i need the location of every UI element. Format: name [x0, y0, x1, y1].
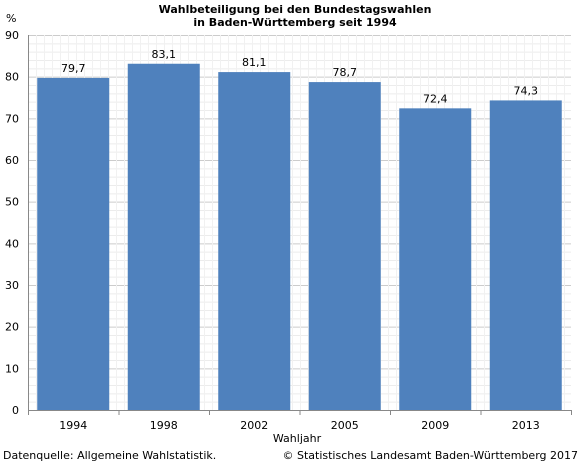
bar-2013 — [489, 100, 562, 411]
data-label-2005: 78,7 — [333, 66, 358, 79]
source-note: Datenquelle: Allgemeine Wahlstatistik. — [3, 449, 216, 462]
axes — [28, 35, 572, 415]
data-label-2009: 72,4 — [423, 92, 448, 105]
gridlines — [28, 35, 571, 411]
x-tick-label-2009: 2009 — [421, 419, 449, 432]
bar-2005 — [308, 82, 381, 410]
bar-2002 — [218, 72, 291, 410]
y-tick-label-80: 80 — [5, 71, 19, 84]
x-tick-label-1998: 1998 — [150, 419, 178, 432]
chart-title-line1: Wahlbeteiligung bei den Bundestagswahlen — [159, 3, 432, 16]
bar-1998 — [127, 63, 200, 410]
y-tick-labels: 0 10 20 30 40 50 60 70 80 90 — [5, 29, 19, 417]
y-tick-label-30: 30 — [5, 279, 19, 292]
y-tick-label-10: 10 — [5, 362, 19, 375]
bars — [37, 63, 562, 411]
x-axis-label: Wahljahr — [273, 432, 322, 445]
y-tick-label-60: 60 — [5, 154, 19, 167]
bar-1994 — [37, 77, 110, 411]
bar-2009 — [399, 108, 472, 410]
data-label-2013: 74,3 — [514, 84, 539, 97]
data-label-1998: 83,1 — [152, 48, 177, 61]
y-tick-label-20: 20 — [5, 321, 19, 334]
x-tick-label-2013: 2013 — [512, 419, 540, 432]
y-tick-label-70: 70 — [5, 112, 19, 125]
x-tick-label-2002: 2002 — [240, 419, 268, 432]
y-tick-label-0: 0 — [12, 404, 19, 417]
x-tick-label-2005: 2005 — [331, 419, 359, 432]
x-tick-label-1994: 1994 — [59, 419, 87, 432]
copyright-note: © Statistisches Landesamt Baden-Württemb… — [282, 449, 578, 462]
data-label-2002: 81,1 — [242, 56, 267, 69]
x-tick-labels: 1994 1998 2002 2005 2009 2013 — [59, 419, 540, 432]
chart-title-line2: in Baden-Württemberg seit 1994 — [193, 16, 397, 29]
data-label-1994: 79,7 — [61, 62, 86, 75]
y-axis-label: % — [6, 12, 16, 25]
y-tick-label-90: 90 — [5, 29, 19, 42]
y-tick-label-40: 40 — [5, 237, 19, 250]
y-tick-label-50: 50 — [5, 196, 19, 209]
data-labels: 79,7 83,1 81,1 78,7 72,4 74,3 — [61, 48, 538, 106]
